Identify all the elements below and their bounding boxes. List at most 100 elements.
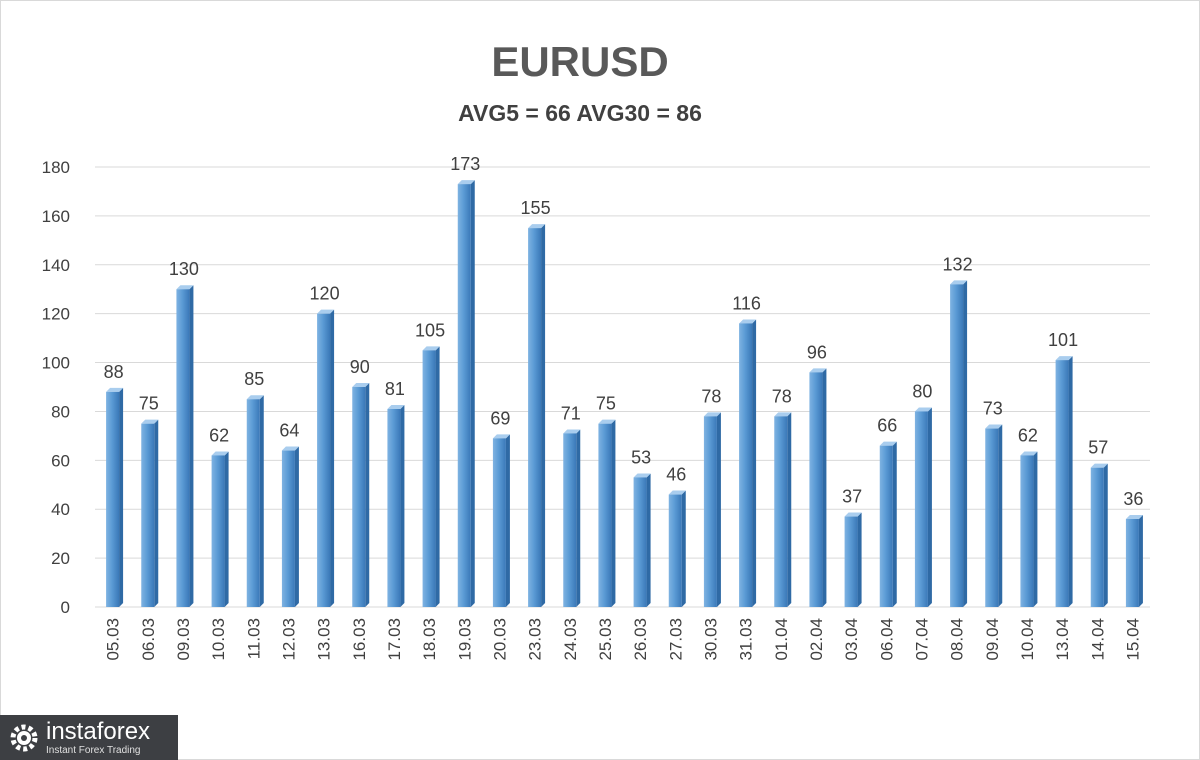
data-label: 78 xyxy=(772,386,792,406)
bar-top xyxy=(106,387,124,392)
x-tick-label: 02.04 xyxy=(807,618,826,661)
data-label: 37 xyxy=(842,487,862,507)
bar-top xyxy=(492,434,510,439)
x-tick-label: 03.04 xyxy=(842,618,861,661)
chart-subtitle: AVG5 = 66 AVG30 = 86 xyxy=(458,100,702,126)
bar-side xyxy=(1103,463,1108,607)
bar-top xyxy=(809,368,827,373)
bar xyxy=(633,477,647,607)
bar xyxy=(422,350,436,607)
y-tick-label: 140 xyxy=(42,256,70,275)
gear-logo-icon xyxy=(10,724,38,751)
x-tick-label: 23.03 xyxy=(526,618,545,661)
data-label: 53 xyxy=(631,447,651,467)
bar-side xyxy=(857,512,862,607)
bar xyxy=(563,433,577,607)
bar-side xyxy=(646,473,651,607)
y-tick-label: 160 xyxy=(42,207,70,226)
bar xyxy=(844,516,858,607)
x-tick-label: 06.04 xyxy=(877,618,896,661)
x-tick-label: 08.04 xyxy=(948,618,967,661)
y-tick-label: 40 xyxy=(51,500,70,519)
bar xyxy=(492,438,506,607)
x-tick-label: 18.03 xyxy=(420,618,439,661)
bar-side xyxy=(294,446,299,607)
bar xyxy=(281,450,295,607)
bar xyxy=(457,184,471,607)
bar xyxy=(352,387,366,607)
bar xyxy=(317,313,331,607)
data-label: 132 xyxy=(943,254,973,274)
data-label: 66 xyxy=(877,416,897,436)
y-tick-label: 80 xyxy=(51,402,70,421)
bar-top xyxy=(352,383,370,387)
bar xyxy=(809,372,823,607)
y-tick-label: 180 xyxy=(42,158,70,177)
bar-side xyxy=(435,346,440,607)
bar xyxy=(985,428,999,607)
x-tick-label: 13.04 xyxy=(1053,618,1072,661)
bar-top xyxy=(141,419,159,424)
bar xyxy=(528,228,542,607)
bar xyxy=(739,323,753,607)
bar-top xyxy=(281,446,299,451)
x-tick-label: 25.03 xyxy=(596,618,615,661)
data-label: 73 xyxy=(983,399,1003,419)
bar-top xyxy=(422,346,440,351)
bar-side xyxy=(365,383,370,607)
bar-top xyxy=(914,407,932,412)
chart-title: EURUSD xyxy=(491,38,669,85)
bar-top xyxy=(598,419,616,424)
bar xyxy=(211,455,225,607)
bar xyxy=(141,423,155,607)
bar-side xyxy=(681,490,686,607)
bar xyxy=(914,411,928,607)
bar-side xyxy=(505,434,510,607)
data-label: 75 xyxy=(596,394,616,414)
bar-side xyxy=(822,368,827,607)
bar-side xyxy=(963,280,968,607)
y-tick-label: 120 xyxy=(42,305,70,324)
bar xyxy=(1020,455,1034,607)
data-label: 116 xyxy=(732,293,761,313)
data-label: 155 xyxy=(521,198,551,218)
x-tick-label: 09.04 xyxy=(983,618,1002,661)
bar-top xyxy=(668,490,686,495)
data-label: 75 xyxy=(139,394,159,414)
bar-side xyxy=(927,407,932,607)
data-label: 71 xyxy=(561,403,581,423)
bar-side xyxy=(611,419,616,607)
bar-side xyxy=(1138,515,1143,607)
instaforex-watermark: instaforex Instant Forex Trading xyxy=(0,715,178,760)
data-label: 69 xyxy=(490,408,510,428)
bar-side xyxy=(154,419,159,607)
y-tick-label: 60 xyxy=(51,451,70,470)
bar xyxy=(1090,467,1104,607)
bar-side xyxy=(224,451,229,607)
bar-side xyxy=(716,412,721,607)
bar-top xyxy=(774,412,792,417)
bar-top xyxy=(985,424,1003,429)
data-label: 36 xyxy=(1123,489,1143,509)
bar-top xyxy=(950,280,968,285)
x-tick-label: 10.04 xyxy=(1018,618,1037,661)
bar xyxy=(668,494,682,607)
watermark-name: instaforex xyxy=(46,717,151,745)
bar-top xyxy=(457,180,475,185)
bar-top xyxy=(1125,515,1143,519)
data-label: 88 xyxy=(104,362,124,382)
x-tick-label: 17.03 xyxy=(385,618,404,661)
data-label: 105 xyxy=(415,320,445,340)
bar-top xyxy=(176,285,194,290)
bar-side xyxy=(752,319,757,607)
y-tick-label: 20 xyxy=(51,549,70,568)
bar-side xyxy=(1068,356,1073,607)
bar-side xyxy=(400,405,405,607)
bar-top xyxy=(739,319,757,324)
data-label: 78 xyxy=(701,386,721,406)
x-tick-label: 14.04 xyxy=(1088,618,1107,661)
bar-side xyxy=(470,180,475,607)
x-tick-label: 11.03 xyxy=(244,618,263,659)
x-tick-label: 19.03 xyxy=(455,618,474,661)
